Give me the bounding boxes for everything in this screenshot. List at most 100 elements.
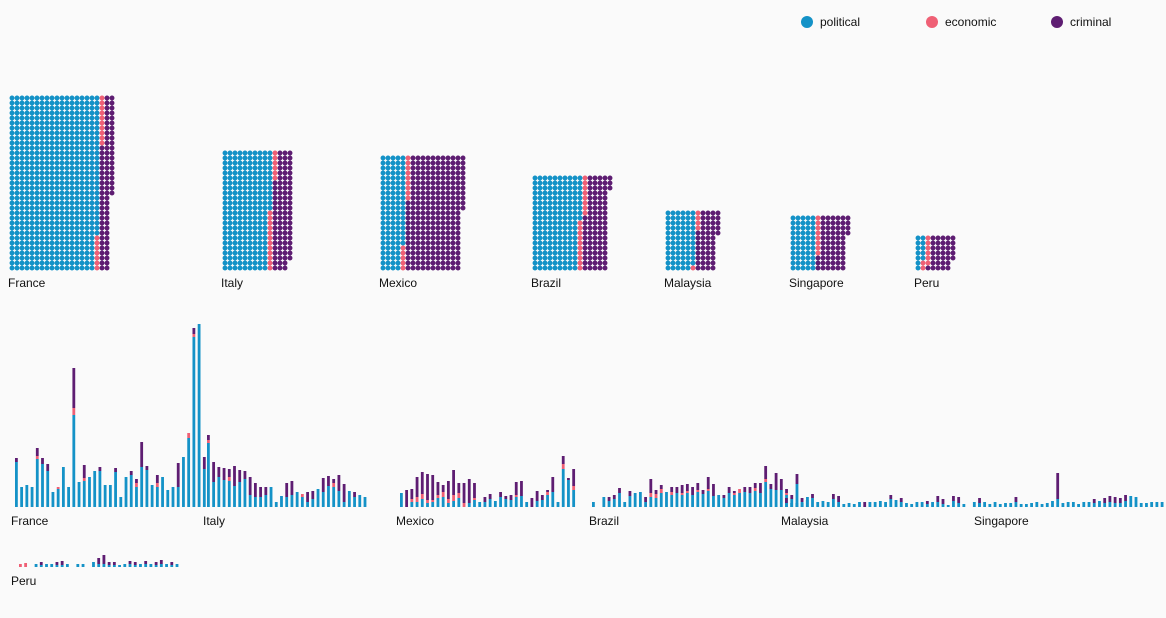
waffle-dot-political xyxy=(247,200,253,206)
waffle-dot-political xyxy=(29,95,35,101)
bar-segment-criminal xyxy=(483,497,487,502)
waffle-dot-political xyxy=(222,200,228,206)
waffle-dot-political xyxy=(14,220,20,226)
bar-label-france: France xyxy=(11,514,49,528)
waffle-dot-criminal xyxy=(415,265,421,271)
waffle-dot-political xyxy=(227,210,233,216)
waffle-dot-criminal xyxy=(830,265,836,271)
waffle-dot-political xyxy=(9,265,15,271)
waffle-dot-criminal xyxy=(104,245,110,251)
waffle-dot-criminal xyxy=(815,260,821,266)
waffle-dot-political xyxy=(14,230,20,236)
waffle-dot-criminal xyxy=(287,255,293,261)
waffle-dot-political xyxy=(54,175,60,181)
waffle-dot-political xyxy=(242,190,248,196)
waffle-dot-political xyxy=(49,105,55,111)
waffle-dot-political xyxy=(532,190,538,196)
waffle-dot-political xyxy=(19,265,25,271)
bar-segment-political xyxy=(1145,503,1148,507)
waffle-dot-political xyxy=(54,215,60,221)
waffle-dot-political xyxy=(810,235,816,241)
waffle-dot-political xyxy=(395,245,401,251)
waffle-dot-criminal xyxy=(277,245,283,251)
waffle-dot-criminal xyxy=(415,220,421,226)
waffle-dot-criminal xyxy=(420,240,426,246)
waffle-dot-political xyxy=(232,240,238,246)
waffle-dot-criminal xyxy=(415,200,421,206)
waffle-dot-criminal xyxy=(592,190,598,196)
waffle-dot-political xyxy=(567,235,573,241)
waffle-dot-political xyxy=(69,240,75,246)
waffle-dot-economic xyxy=(99,120,105,126)
bars-peru: Peru xyxy=(11,555,179,588)
waffle-dot-criminal xyxy=(602,225,608,231)
waffle-dot-criminal xyxy=(410,260,416,266)
waffle-dot-political xyxy=(54,205,60,211)
bar-segment-political xyxy=(826,502,830,507)
waffle-dot-political xyxy=(532,220,538,226)
bar-segment-political xyxy=(1024,504,1028,507)
waffle-dot-political xyxy=(79,150,85,156)
waffle-dot-political xyxy=(24,215,30,221)
waffle-dot-criminal xyxy=(104,200,110,206)
bar-segment-political xyxy=(1124,501,1127,507)
waffle-dot-political xyxy=(532,230,538,236)
waffle-dot-criminal xyxy=(104,220,110,226)
waffle-dot-criminal xyxy=(700,245,706,251)
waffle-dot-political xyxy=(39,170,45,176)
waffle-dot-political xyxy=(385,155,391,161)
waffle-dot-economic xyxy=(582,185,588,191)
waffle-dot-criminal xyxy=(282,240,288,246)
waffle-dot-political xyxy=(19,150,25,156)
waffle-dot-criminal xyxy=(825,225,831,231)
waffle-dot-political xyxy=(64,205,70,211)
waffle-dot-political xyxy=(49,100,55,106)
waffle-dot-economic xyxy=(695,225,701,231)
waffle-dot-political xyxy=(557,230,563,236)
bar-segment-political xyxy=(983,502,987,507)
waffle-dot-political xyxy=(680,220,686,226)
waffle-dot-political xyxy=(54,185,60,191)
waffle-dot-political xyxy=(64,255,70,261)
waffle-dot-political xyxy=(805,260,811,266)
bar-segment-political xyxy=(1092,503,1096,507)
waffle-dot-criminal xyxy=(820,245,826,251)
waffle-dot-political xyxy=(89,145,95,151)
waffle-dot-political xyxy=(257,195,263,201)
waffle-dot-political xyxy=(685,245,691,251)
waffle-dot-criminal xyxy=(425,190,431,196)
waffle-dot-criminal xyxy=(705,250,711,256)
waffle-dot-political xyxy=(252,150,258,156)
waffle-dot-political xyxy=(74,245,80,251)
waffle-dot-criminal xyxy=(109,140,115,146)
waffle-dot-political xyxy=(89,130,95,136)
waffle-dot-political xyxy=(247,250,253,256)
waffle-dot-political xyxy=(44,200,50,206)
bar-segment-political xyxy=(759,493,762,507)
waffle-dot-political xyxy=(380,255,386,261)
waffle-dot-political xyxy=(572,225,578,231)
bar-segment-political xyxy=(899,502,903,507)
waffle-dot-political xyxy=(9,235,15,241)
waffle-dot-political xyxy=(69,210,75,216)
bar-segment-criminal xyxy=(145,466,149,470)
waffle-dot-economic xyxy=(577,255,583,261)
waffle-dot-criminal xyxy=(450,205,456,211)
waffle-dot-political xyxy=(9,145,15,151)
bar-segment-criminal xyxy=(957,497,961,503)
waffle-dot-political xyxy=(385,180,391,186)
waffle-dot-criminal xyxy=(925,265,931,271)
waffle-dot-political xyxy=(14,240,20,246)
waffle-dot-political xyxy=(94,125,100,131)
waffle-dot-political xyxy=(380,240,386,246)
waffle-dot-political xyxy=(557,265,563,271)
bar-segment-political xyxy=(60,565,64,567)
waffle-dot-political xyxy=(680,250,686,256)
waffle-dot-political xyxy=(557,250,563,256)
waffle-dot-political xyxy=(49,120,55,126)
waffle-dot-political xyxy=(14,125,20,131)
waffle-dot-political xyxy=(547,235,553,241)
waffle-dot-political xyxy=(380,225,386,231)
waffle-dot-political xyxy=(54,180,60,186)
legend: political economic criminal xyxy=(801,15,1111,29)
